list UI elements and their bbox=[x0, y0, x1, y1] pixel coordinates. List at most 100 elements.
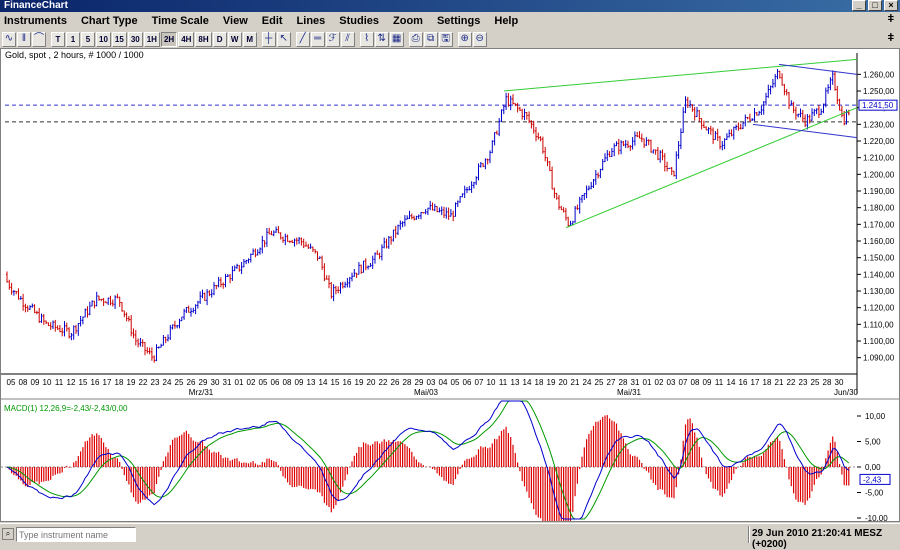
day-label: 13 bbox=[307, 378, 316, 387]
day-label: 21 bbox=[571, 378, 580, 387]
instrument-label: Gold, spot , 2 hours, # 1000 / 1000 bbox=[5, 50, 144, 60]
day-label: 20 bbox=[367, 378, 376, 387]
studies-icon[interactable]: ⌇ bbox=[359, 31, 374, 47]
chart-area[interactable]: Gold, spot , 2 hours, # 1000 / 1000 1.260… bbox=[0, 48, 900, 522]
timescale-10-button[interactable]: 10 bbox=[96, 31, 111, 47]
price-tick-label: 1.170,00 bbox=[863, 220, 895, 229]
toolbar: ∿ ‖ ⌒ T 1 5 10 15 30 1H 2H 4H 8H D W M ┼ ↖ ╱ ═ ℱ ⫽ ⌇ ⇅ ▦ ⎙ ⧉ 🖫 ⊕ ⊖… bbox=[0, 30, 900, 48]
menu-help[interactable]: Help bbox=[494, 15, 519, 27]
macd-tick-label: 5,00 bbox=[865, 438, 881, 447]
timescale-30-button[interactable]: 30 bbox=[127, 31, 143, 47]
day-label: 05 bbox=[259, 378, 268, 387]
zoom-in-icon[interactable]: ⊕ bbox=[457, 31, 472, 47]
timescale-15-button[interactable]: 15 bbox=[111, 31, 127, 47]
menu-chart-type[interactable]: Chart Type bbox=[80, 15, 138, 27]
compare-icon[interactable]: ⇅ bbox=[374, 31, 389, 47]
day-label: 07 bbox=[475, 378, 484, 387]
chart-bar-icon[interactable]: ‖ bbox=[17, 31, 31, 47]
chart-area-icon[interactable]: ⌒ bbox=[32, 31, 46, 47]
maximize-button[interactable]: □ bbox=[868, 0, 882, 11]
day-label: 16 bbox=[343, 378, 352, 387]
month-label: Mrz/31 bbox=[189, 388, 214, 397]
day-label: 26 bbox=[391, 378, 400, 387]
price-tick-label: 1.130,00 bbox=[863, 287, 895, 296]
day-label: 08 bbox=[691, 378, 700, 387]
timescale-d-button[interactable]: D bbox=[212, 31, 227, 47]
timescale-m-button[interactable]: M bbox=[242, 31, 257, 47]
macd-signal-line bbox=[6, 400, 850, 520]
cursor-icon[interactable]: ↖ bbox=[276, 31, 291, 47]
timescale-w-button[interactable]: W bbox=[227, 31, 242, 47]
day-label: 04 bbox=[439, 378, 448, 387]
day-label: 17 bbox=[103, 378, 112, 387]
day-label: 14 bbox=[727, 378, 736, 387]
day-label: 08 bbox=[283, 378, 292, 387]
macd-current-label: -2,43 bbox=[863, 475, 882, 484]
lower-trendline bbox=[565, 107, 858, 229]
day-label: 26 bbox=[187, 378, 196, 387]
price-tick-label: 1.090,00 bbox=[863, 354, 895, 363]
crosshair-icon[interactable]: ┼ bbox=[261, 31, 276, 47]
timescale-t-button[interactable]: T bbox=[51, 31, 65, 47]
minimize-button[interactable]: _ bbox=[852, 0, 866, 11]
day-label: 05 bbox=[7, 378, 16, 387]
instrument-search-input[interactable] bbox=[17, 528, 135, 541]
channel-icon[interactable]: ⫽ bbox=[340, 31, 355, 47]
price-tick-label: 1.200,00 bbox=[863, 170, 895, 179]
day-label: 09 bbox=[31, 378, 40, 387]
menu-view[interactable]: View bbox=[222, 15, 248, 27]
day-label: 13 bbox=[511, 378, 520, 387]
macd-line bbox=[6, 400, 850, 520]
save-icon[interactable]: 🖫 bbox=[438, 31, 453, 47]
timescale-2h-button[interactable]: 2H bbox=[160, 31, 178, 47]
timescale-1-button[interactable]: 1 bbox=[66, 31, 80, 47]
chart-svg[interactable]: Gold, spot , 2 hours, # 1000 / 1000 1.260… bbox=[1, 49, 899, 521]
close-button[interactable]: × bbox=[884, 0, 898, 11]
day-label: 29 bbox=[415, 378, 424, 387]
menu-zoom[interactable]: Zoom bbox=[393, 15, 423, 27]
timescale-1h-button[interactable]: 1H bbox=[143, 31, 160, 47]
macd-tick-label: 10,00 bbox=[865, 412, 886, 421]
draw-line-icon[interactable]: ╱ bbox=[295, 31, 310, 47]
menu-instruments[interactable]: Instruments bbox=[4, 15, 67, 27]
print-icon[interactable]: ⎙ bbox=[408, 31, 423, 47]
copy-icon[interactable]: ⧉ bbox=[423, 31, 438, 47]
toolbar-pin-icon[interactable]: ǂ bbox=[887, 32, 894, 44]
day-label: 31 bbox=[631, 378, 640, 387]
day-label: 30 bbox=[835, 378, 844, 387]
zoom-out-icon[interactable]: ⊖ bbox=[472, 31, 487, 47]
menu-studies[interactable]: Studies bbox=[339, 15, 380, 27]
day-label: 31 bbox=[223, 378, 232, 387]
pin-icon[interactable]: ǂ bbox=[887, 13, 894, 25]
menu-time-scale[interactable]: Time Scale bbox=[151, 15, 209, 27]
chart-line-icon[interactable]: ∿ bbox=[2, 31, 16, 47]
day-label: 07 bbox=[679, 378, 688, 387]
day-label: 14 bbox=[319, 378, 328, 387]
macd-tick-label: 0,00 bbox=[865, 463, 881, 472]
fib-icon[interactable]: ℱ bbox=[325, 31, 340, 47]
upper-trendline bbox=[503, 58, 858, 92]
timescale-4h-button[interactable]: 4H bbox=[178, 31, 195, 47]
timescale-5-button[interactable]: 5 bbox=[81, 31, 95, 47]
instrument-search-icon[interactable]: ⌕ bbox=[2, 528, 14, 540]
day-label: 12 bbox=[67, 378, 76, 387]
price-tick-label: 1.220,00 bbox=[863, 137, 895, 146]
day-label: 25 bbox=[175, 378, 184, 387]
macd-label: MACD(1) 12,26,9=-2,43/-2,43/0,00 bbox=[4, 404, 128, 413]
hline-icon[interactable]: ═ bbox=[310, 31, 325, 47]
day-label: 03 bbox=[667, 378, 676, 387]
day-label: 22 bbox=[139, 378, 148, 387]
title-bar: FinanceChart _ □ × bbox=[0, 0, 900, 12]
price-tick-label: 1.210,00 bbox=[863, 154, 895, 163]
timescale-8h-button[interactable]: 8H bbox=[195, 31, 212, 47]
menu-settings[interactable]: Settings bbox=[436, 15, 481, 27]
menu-edit[interactable]: Edit bbox=[261, 15, 283, 27]
menu-lines[interactable]: Lines bbox=[296, 15, 326, 27]
day-label: 10 bbox=[487, 378, 496, 387]
day-label: 11 bbox=[55, 378, 64, 387]
instrument-search-box[interactable] bbox=[16, 527, 136, 542]
price-tick-label: 1.260,00 bbox=[863, 70, 895, 79]
month-label: Mai/03 bbox=[414, 388, 439, 397]
zoom-icon[interactable]: ▦ bbox=[389, 31, 404, 47]
day-label: 28 bbox=[619, 378, 628, 387]
